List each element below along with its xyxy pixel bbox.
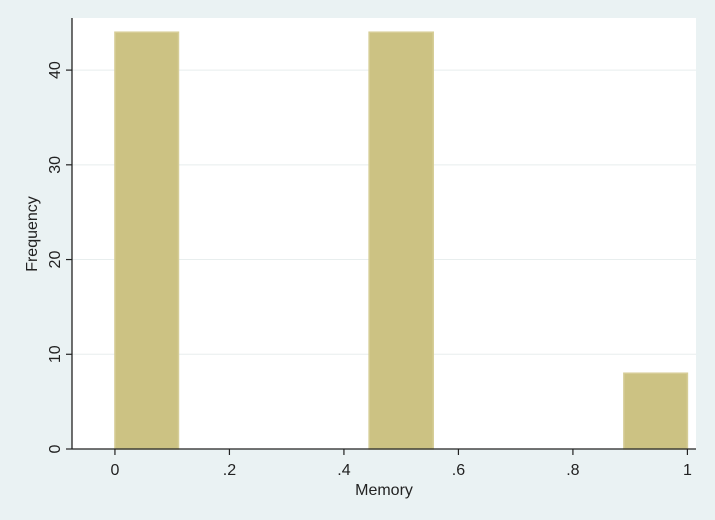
y-tick-label-2: 20 [47,251,64,269]
axes [71,18,696,450]
x-tick-label-2: .4 [337,462,350,479]
y-tick-label-4: 40 [47,61,64,79]
x-tick-label-0: 0 [110,462,119,479]
y-axis-title: Frequency [24,196,41,272]
x-tick-label-3: .6 [452,462,465,479]
x-tick-label-1: .2 [223,462,236,479]
y-tick-label-3: 30 [47,156,64,174]
histogram-bar-1 [368,31,434,450]
y-tick-label-1: 10 [47,345,64,363]
histogram-bar-0 [114,31,180,450]
y-tick-label-0: 0 [47,444,64,453]
x-axis-title: Memory [355,482,413,499]
histogram-bar-2 [623,372,689,450]
x-tick-label-4: .8 [566,462,579,479]
x-tick-label-5: 1 [683,462,692,479]
